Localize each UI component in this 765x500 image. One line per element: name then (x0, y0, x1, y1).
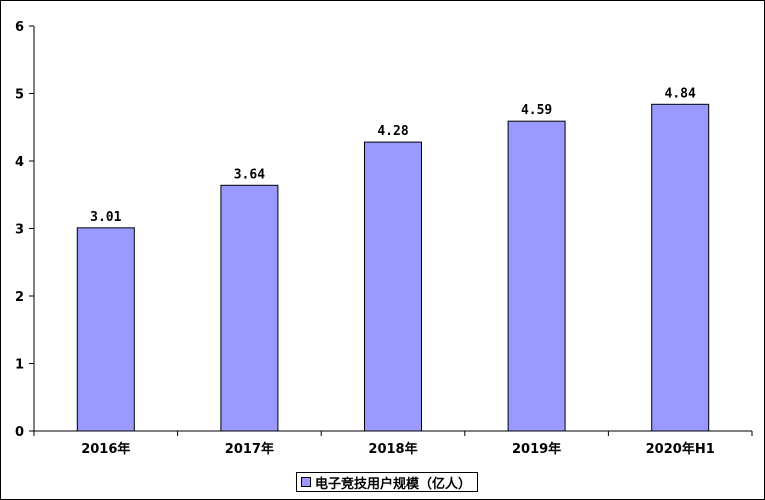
y-tick-label: 5 (15, 88, 24, 103)
bar (651, 103, 710, 432)
y-tick-label: 4 (15, 155, 24, 170)
bar-value-label: 3.01 (90, 210, 121, 225)
x-tick-label: 2020年H1 (646, 441, 715, 457)
bar (364, 141, 422, 432)
y-tick-label: 1 (15, 358, 24, 373)
y-tick-label: 0 (15, 425, 24, 440)
bar-value-label: 4.59 (521, 103, 552, 118)
legend: 电子竞技用户规模（亿人） (296, 472, 479, 492)
y-tick-label: 2 (15, 290, 24, 305)
x-tick-label: 2018年 (368, 441, 417, 457)
x-tick-label: 2019年 (512, 441, 561, 457)
bar-value-label: 4.28 (377, 124, 408, 139)
bar-value-label: 4.84 (665, 86, 696, 101)
legend-swatch (301, 477, 311, 487)
bar (220, 184, 279, 432)
x-tick-label: 2017年 (225, 441, 274, 457)
bar (507, 120, 566, 432)
y-tick-label: 6 (15, 20, 24, 35)
bar-value-label: 3.64 (234, 167, 265, 182)
bar (76, 227, 135, 432)
x-tick-label: 2016年 (81, 441, 130, 457)
y-tick-label: 3 (15, 223, 24, 238)
legend-label: 电子竞技用户规模（亿人） (315, 476, 472, 492)
